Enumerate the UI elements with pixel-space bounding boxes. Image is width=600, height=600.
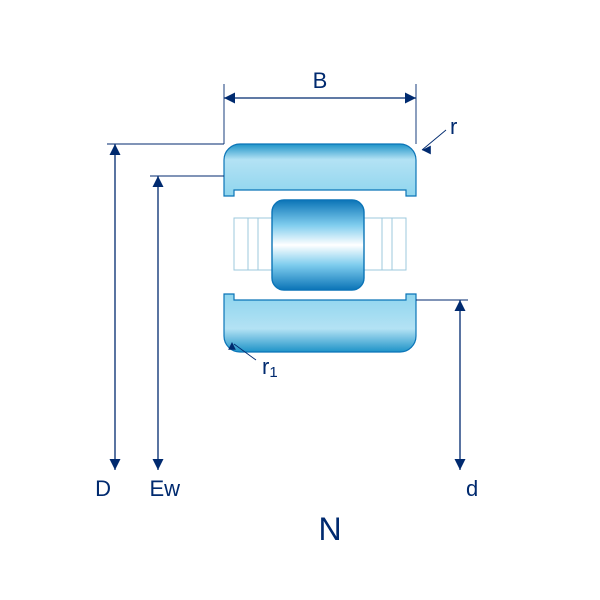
roller xyxy=(272,200,364,290)
label-r: r xyxy=(450,114,457,139)
outer-ring xyxy=(224,144,416,196)
label-Ew: Ew xyxy=(149,476,180,501)
label-B: B xyxy=(313,68,328,93)
inner-ring xyxy=(224,294,416,352)
label-d: d xyxy=(466,476,478,501)
bearing-cross-section xyxy=(224,144,416,352)
diagram-title: N xyxy=(318,511,341,547)
label-D: D xyxy=(95,476,111,501)
label-r1: r1 xyxy=(262,354,278,381)
